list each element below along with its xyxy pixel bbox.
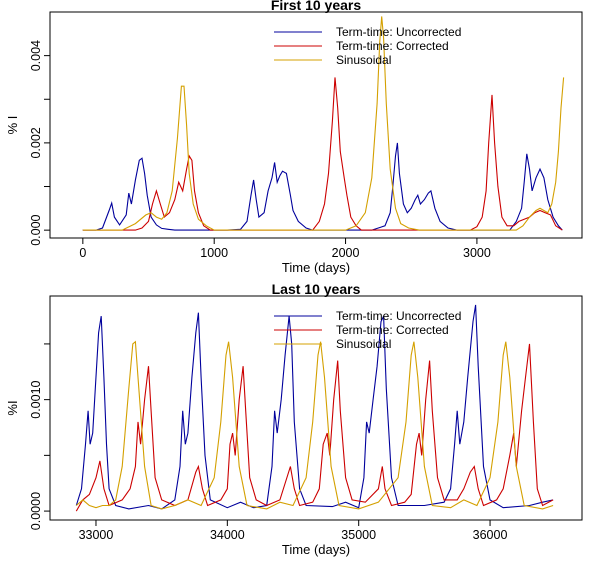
legend-entry: Term-time: Uncorrected (336, 309, 461, 323)
series-line-3 (82, 16, 565, 231)
y-tick-label: 0.0010 (29, 380, 43, 418)
legend-entry: Sinusoidal (336, 337, 391, 351)
x-tick-label: 36000 (473, 528, 508, 542)
series-line-2 (82, 77, 563, 231)
chart-title: Last 10 years (272, 281, 361, 297)
x-axis-label: Time (days) (282, 542, 350, 557)
y-axis-label: % I (5, 116, 20, 135)
y-tick-label: 0.0000 (29, 492, 43, 530)
series-line-2 (75, 343, 554, 512)
series-line-1 (75, 304, 554, 510)
x-tick-label: 3000 (463, 246, 491, 260)
x-tick-label: 33000 (79, 528, 114, 542)
chart-panel-1: First 10 years 0 1000 2000 3000 Time (days) 0.… (5, 0, 583, 275)
legend-entry: Term-time: Uncorrected (336, 25, 461, 39)
x-tick-label: 1000 (200, 246, 228, 260)
y-axis-label: %I (5, 400, 20, 415)
legend-entry: Term-time: Corrected (336, 39, 449, 53)
plot-frame (49, 295, 583, 521)
x-tick-label: 0 (79, 246, 86, 260)
y-tick-label: 0.004 (29, 40, 43, 71)
chart-panel-2: Last 10 years 33000 34000 35000 36000 Time (d… (5, 281, 583, 557)
y-tick-label: 0.002 (29, 127, 43, 158)
legend-entry: Term-time: Corrected (336, 323, 449, 337)
x-axis-label: Time (days) (282, 260, 350, 275)
series-line-1 (82, 142, 563, 231)
legend-entry: Sinusoidal (336, 53, 391, 67)
chart-title: First 10 years (271, 0, 361, 13)
x-tick-label: 34000 (210, 528, 245, 542)
plot-frame (49, 11, 583, 239)
series-line-3 (75, 340, 554, 510)
x-tick-label: 2000 (332, 246, 360, 260)
y-tick-label: 0.000 (29, 214, 43, 245)
x-tick-label: 35000 (341, 528, 376, 542)
